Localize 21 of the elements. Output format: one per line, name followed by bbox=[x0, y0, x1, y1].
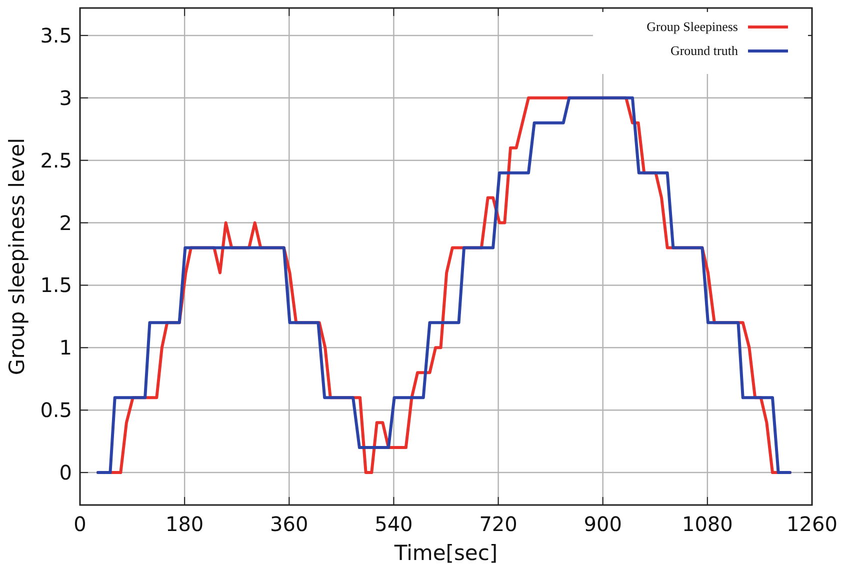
y-tick-label: 3 bbox=[59, 86, 72, 110]
y-tick-label: 0 bbox=[59, 460, 72, 485]
y-tick-label: 1.5 bbox=[40, 273, 72, 298]
x-tick-label: 720 bbox=[479, 512, 518, 536]
y-tick-label: 2.5 bbox=[40, 148, 72, 172]
x-tick-label: 900 bbox=[584, 512, 622, 536]
x-tick-label: 180 bbox=[165, 512, 204, 536]
x-tick-label: 540 bbox=[374, 512, 413, 536]
y-tick-label: 1 bbox=[59, 336, 72, 360]
x-tick-label: 1080 bbox=[682, 512, 733, 536]
line-series bbox=[96, 96, 792, 474]
y-axis-title: Group sleepiness level bbox=[5, 138, 29, 376]
x-tick-label: 360 bbox=[270, 512, 308, 536]
legend-label: Ground truth bbox=[670, 43, 738, 58]
y-tick-label: 2 bbox=[59, 210, 72, 235]
legend-label: Group Sleepiness bbox=[646, 19, 738, 34]
y-tick-label: 0.5 bbox=[40, 398, 72, 422]
x-axis-title: Time[sec] bbox=[393, 541, 498, 565]
y-tick-label: 3.5 bbox=[40, 23, 72, 48]
x-tick-label: 1260 bbox=[786, 512, 838, 536]
x-tick-label: 0 bbox=[74, 512, 86, 536]
